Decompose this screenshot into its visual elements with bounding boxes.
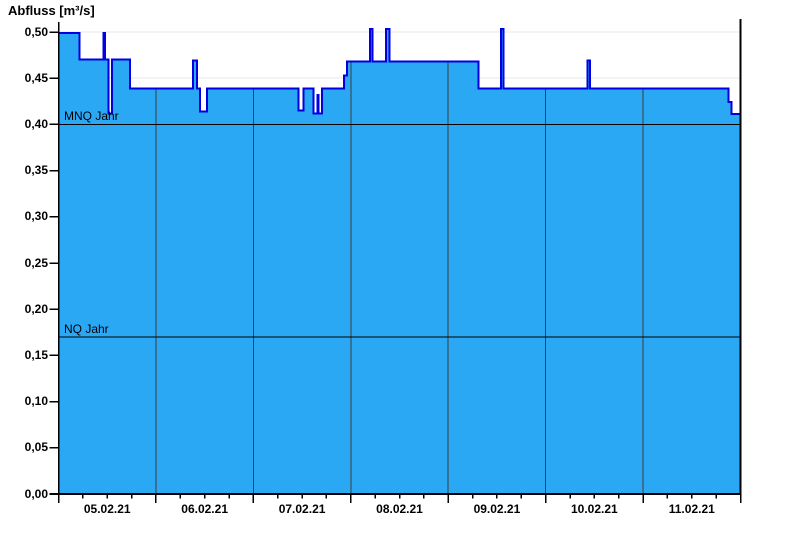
discharge-step-line — [58, 28, 741, 116]
axes — [49, 19, 742, 495]
discharge-area-fill — [58, 29, 741, 495]
chart-title: Abfluss [m³/s] — [8, 3, 95, 18]
y-axis-ticks — [49, 31, 59, 495]
vertical-day-gridlines — [155, 29, 644, 494]
x-axis-ticks — [57, 494, 742, 503]
